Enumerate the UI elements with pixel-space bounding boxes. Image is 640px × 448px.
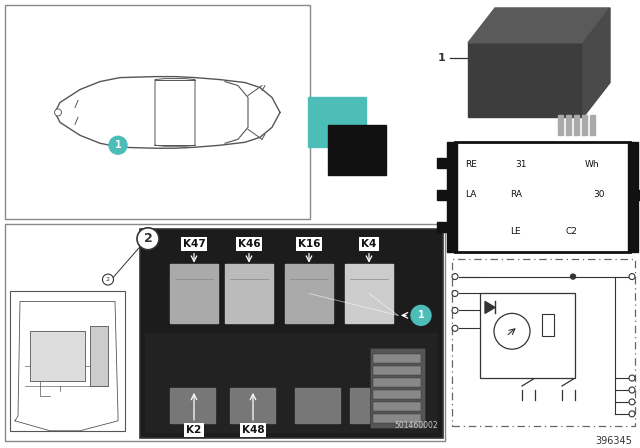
Circle shape	[629, 375, 635, 381]
Bar	[225, 263, 273, 323]
Bar	[582, 116, 587, 135]
Text: K4: K4	[362, 239, 377, 249]
Text: 1: 1	[115, 140, 122, 150]
Text: 501460002: 501460002	[394, 421, 438, 430]
Polygon shape	[468, 8, 610, 43]
Bar	[140, 229, 443, 438]
Bar	[5, 224, 445, 441]
Text: 1: 1	[437, 53, 445, 63]
Bar	[90, 326, 108, 386]
Circle shape	[570, 274, 575, 279]
Bar	[373, 378, 421, 387]
Text: 31: 31	[515, 159, 527, 168]
Bar	[455, 142, 630, 252]
Text: Wh: Wh	[585, 159, 600, 168]
Bar	[437, 222, 449, 232]
Text: 2: 2	[106, 277, 110, 282]
Circle shape	[137, 228, 159, 250]
Bar	[590, 116, 595, 135]
Bar	[230, 388, 275, 423]
Text: C2: C2	[565, 227, 577, 236]
Bar	[5, 5, 310, 219]
Text: LE: LE	[510, 227, 520, 236]
Bar	[480, 293, 575, 378]
Bar	[558, 116, 563, 135]
Bar	[350, 388, 395, 423]
Circle shape	[629, 387, 635, 393]
Text: 396345: 396345	[595, 436, 632, 446]
Polygon shape	[583, 8, 610, 117]
Bar	[328, 125, 386, 175]
Bar	[373, 366, 421, 375]
Bar	[373, 402, 421, 411]
Bar	[170, 263, 218, 323]
Text: RA: RA	[510, 190, 522, 199]
Circle shape	[629, 399, 635, 405]
Circle shape	[411, 306, 431, 325]
Bar	[373, 354, 421, 363]
Circle shape	[54, 109, 61, 116]
Text: K2: K2	[186, 425, 202, 435]
Text: K46: K46	[237, 239, 260, 249]
Bar	[566, 116, 571, 135]
Circle shape	[629, 411, 635, 417]
Bar	[10, 292, 125, 431]
Text: 1: 1	[418, 310, 424, 320]
Text: 30: 30	[593, 190, 605, 199]
Bar	[285, 263, 333, 323]
Bar	[370, 348, 425, 428]
Bar	[295, 388, 340, 423]
Bar	[437, 190, 449, 200]
Circle shape	[452, 274, 458, 280]
Bar	[170, 388, 215, 423]
Bar	[452, 258, 635, 426]
Text: LA: LA	[465, 190, 476, 199]
Bar	[574, 116, 579, 135]
Bar	[30, 331, 85, 381]
Circle shape	[109, 136, 127, 154]
Bar	[632, 190, 640, 200]
Text: K47: K47	[182, 239, 205, 249]
Bar	[542, 314, 554, 336]
Bar	[468, 43, 583, 117]
Circle shape	[102, 274, 113, 285]
Circle shape	[452, 290, 458, 297]
Text: 2: 2	[143, 232, 152, 245]
Bar	[447, 142, 457, 252]
Bar	[308, 98, 366, 147]
Bar	[145, 333, 438, 433]
Circle shape	[452, 325, 458, 331]
Polygon shape	[485, 302, 495, 314]
Bar	[373, 390, 421, 399]
Bar	[437, 158, 449, 168]
Text: K48: K48	[242, 425, 264, 435]
Circle shape	[629, 274, 635, 280]
Bar	[345, 263, 393, 323]
Bar	[373, 414, 421, 423]
Text: RE: RE	[465, 159, 477, 168]
Circle shape	[452, 307, 458, 314]
Bar	[628, 142, 638, 252]
Text: K16: K16	[298, 239, 320, 249]
Circle shape	[494, 314, 530, 349]
